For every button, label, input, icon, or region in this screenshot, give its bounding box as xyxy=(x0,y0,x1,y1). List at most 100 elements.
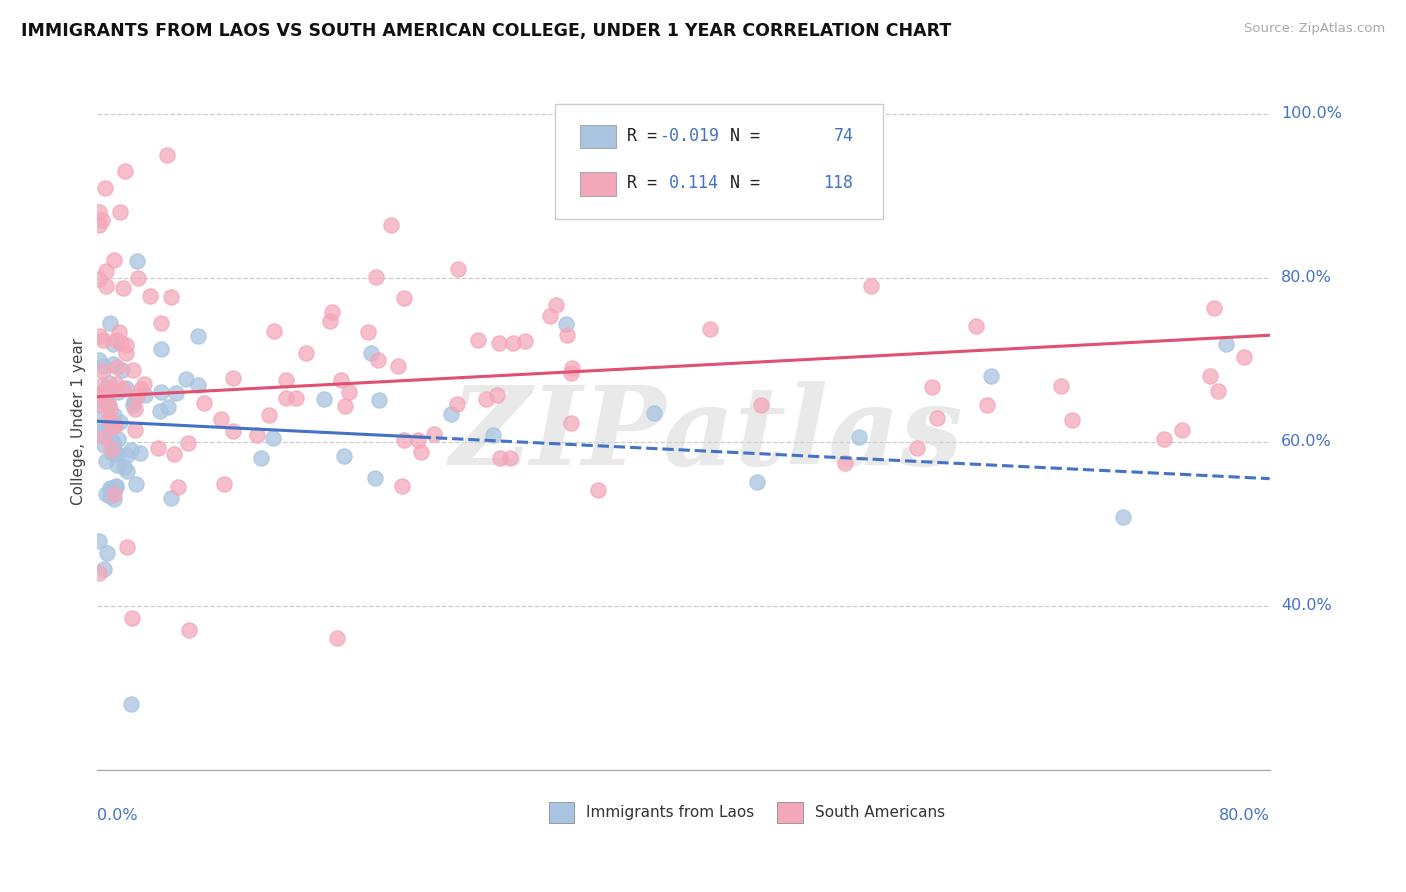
Bar xyxy=(581,125,616,148)
Point xyxy=(90,213,112,227)
Point xyxy=(98,413,121,427)
Point xyxy=(409,445,432,459)
Point xyxy=(97,412,120,426)
Point xyxy=(87,272,110,286)
Point xyxy=(149,342,172,356)
Point xyxy=(319,314,342,328)
Point xyxy=(89,533,111,548)
Point xyxy=(544,298,567,312)
Point xyxy=(222,424,245,438)
Point xyxy=(276,373,298,387)
Point xyxy=(89,386,111,401)
Text: R =: R = xyxy=(627,127,668,145)
Point xyxy=(101,417,124,431)
Point xyxy=(104,478,127,492)
Point xyxy=(104,445,127,459)
Point xyxy=(392,434,415,448)
Point xyxy=(209,412,232,426)
Point xyxy=(103,252,125,267)
Point xyxy=(250,451,273,466)
Text: 40.0%: 40.0% xyxy=(1281,599,1331,613)
Point xyxy=(110,204,132,219)
Bar xyxy=(581,172,616,195)
Point xyxy=(120,697,142,711)
Point xyxy=(149,403,172,417)
Point xyxy=(129,445,152,459)
Text: 74: 74 xyxy=(834,127,853,145)
Point xyxy=(337,385,360,400)
Point xyxy=(94,487,117,501)
Point xyxy=(160,290,183,304)
Point xyxy=(193,396,215,410)
Point xyxy=(132,376,155,391)
Point xyxy=(97,398,120,412)
Point xyxy=(155,148,177,162)
Point xyxy=(138,289,160,303)
Point xyxy=(285,392,308,406)
Point xyxy=(475,392,498,406)
Point xyxy=(91,392,114,407)
Point xyxy=(90,378,112,392)
Point xyxy=(965,318,987,333)
Point xyxy=(127,389,149,403)
Point xyxy=(97,397,120,411)
Point xyxy=(108,415,131,429)
Point xyxy=(124,423,146,437)
Point xyxy=(114,164,136,178)
Point xyxy=(482,428,505,442)
Point xyxy=(105,458,128,472)
Point xyxy=(859,279,882,293)
Point xyxy=(367,392,389,407)
Point xyxy=(98,402,121,417)
Y-axis label: College, Under 1 year: College, Under 1 year xyxy=(72,338,86,505)
Point xyxy=(101,446,124,460)
Text: South Americans: South Americans xyxy=(815,805,945,821)
Point xyxy=(513,334,536,349)
Point xyxy=(335,399,357,413)
Point xyxy=(93,180,115,194)
Point xyxy=(745,475,768,489)
Point xyxy=(447,261,470,276)
Point xyxy=(555,317,578,331)
Point xyxy=(488,451,510,466)
Point xyxy=(921,380,943,394)
Point xyxy=(561,361,583,376)
Point xyxy=(925,411,948,425)
Point xyxy=(387,359,409,373)
Point xyxy=(100,483,122,498)
Point xyxy=(1170,423,1192,437)
Point xyxy=(149,384,172,399)
Point xyxy=(834,456,856,470)
Point xyxy=(103,419,125,434)
Point xyxy=(408,433,430,447)
Point xyxy=(107,384,129,399)
Point xyxy=(246,428,269,442)
Point xyxy=(146,442,169,456)
Point xyxy=(117,464,139,478)
Point xyxy=(103,487,125,501)
Point xyxy=(125,477,148,491)
Point xyxy=(122,363,145,377)
Point xyxy=(87,405,110,419)
Text: 80.0%: 80.0% xyxy=(1219,808,1270,823)
Point xyxy=(314,392,336,407)
Bar xyxy=(548,802,575,823)
Point xyxy=(212,477,235,491)
Point xyxy=(89,353,111,368)
Point xyxy=(100,382,122,396)
Point xyxy=(89,205,111,219)
Point xyxy=(330,373,353,387)
Point xyxy=(114,381,136,395)
Point xyxy=(262,431,284,445)
Point xyxy=(980,369,1002,384)
Point xyxy=(1206,384,1229,398)
Point xyxy=(112,459,135,474)
Text: N =: N = xyxy=(730,127,770,145)
Point xyxy=(259,408,281,422)
Point xyxy=(114,346,136,360)
Point xyxy=(486,388,509,402)
Point xyxy=(115,448,138,462)
Point xyxy=(1199,368,1222,383)
Point xyxy=(498,450,520,465)
Bar xyxy=(778,802,803,823)
